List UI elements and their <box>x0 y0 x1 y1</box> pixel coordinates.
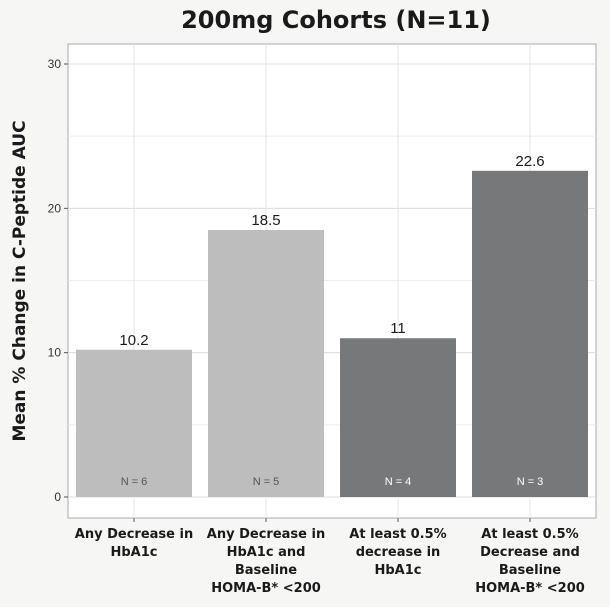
x-category-label: Baseline <box>499 563 561 578</box>
y-tick-label: 20 <box>48 201 62 215</box>
x-category-label: HbA1c <box>375 563 422 578</box>
bar <box>208 230 324 497</box>
y-axis-label: Mean % Change in C-Peptide AUC <box>10 120 30 441</box>
x-category-label: HOMA-B* <200 <box>475 581 585 596</box>
x-category-label: HbA1c and <box>227 545 306 560</box>
bar-value-label: 18.5 <box>251 212 280 229</box>
chart-title: 200mg Cohorts (N=11) <box>181 6 491 34</box>
bar <box>340 338 456 497</box>
y-tick-label: 10 <box>48 346 62 360</box>
bar-value-label: 11 <box>390 320 406 337</box>
x-axis-categories: Any Decrease in HbA1c Any Decrease in HbA1c… <box>75 518 585 596</box>
x-category-label: HbA1c <box>111 545 158 560</box>
bar-n-label: N = 6 <box>121 476 148 488</box>
x-category-label: At least 0.5% <box>349 527 446 542</box>
bar-value-label: 10.2 <box>119 332 148 349</box>
x-category-label: Any Decrease in <box>75 527 193 542</box>
x-category-label: Baseline <box>235 563 297 578</box>
bar <box>472 171 588 497</box>
bar-value-label: 22.6 <box>515 153 544 170</box>
y-axis-ticks: 0 10 20 30 <box>48 57 68 504</box>
bar-n-label: N = 4 <box>385 476 412 488</box>
x-category-label: decrease in <box>356 545 441 560</box>
bar-n-label: N = 3 <box>517 476 544 488</box>
x-category-label: Any Decrease in <box>207 527 325 542</box>
bar <box>76 350 192 497</box>
y-tick-label: 30 <box>48 57 62 71</box>
x-category-label: Decrease and <box>480 545 580 560</box>
x-category-label: HOMA-B* <200 <box>211 581 321 596</box>
y-tick-label: 0 <box>54 490 61 504</box>
x-category-label: At least 0.5% <box>481 527 578 542</box>
bar-n-label: N = 5 <box>253 476 280 488</box>
